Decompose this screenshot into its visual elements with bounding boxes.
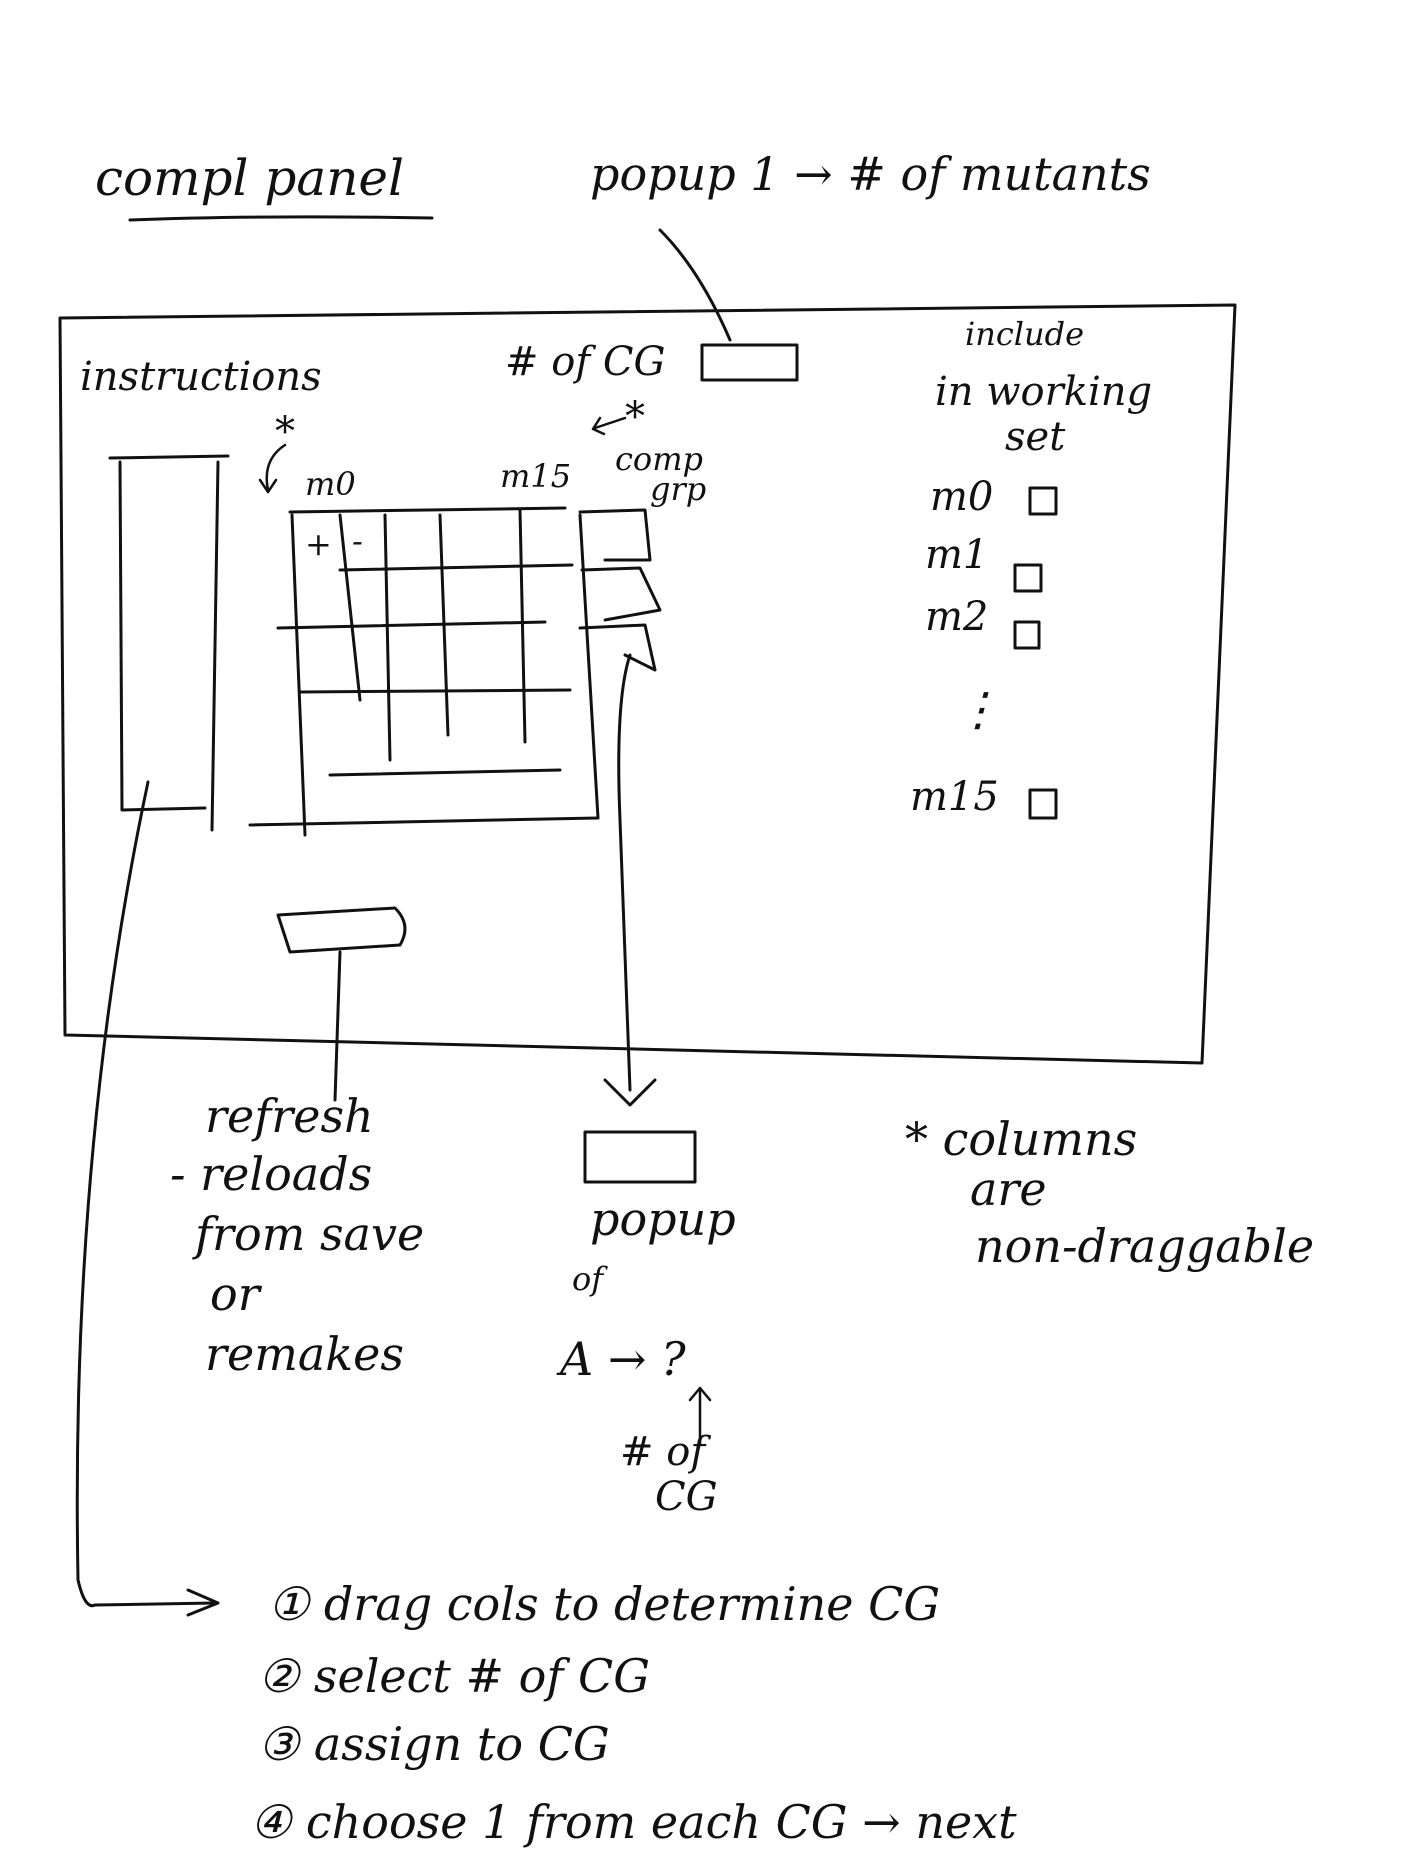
num-cg-label: # of CG	[505, 339, 665, 385]
popup-top-label: popup 1 → # of mutants	[590, 147, 1151, 201]
grid-row-line	[338, 563, 574, 572]
include-checkbox[interactable]	[1028, 486, 1058, 516]
include-ellipsis: ⋮	[955, 682, 1001, 736]
star-mark-cols: *	[275, 409, 295, 455]
refresh-button[interactable]	[276, 906, 407, 954]
grid-col-line[interactable]	[383, 513, 392, 762]
refresh-note-5: remakes	[205, 1327, 404, 1381]
include-title-3: set	[1005, 414, 1066, 460]
col-header-last: m15	[500, 457, 571, 495]
popup-bottom-up-arrow	[688, 1386, 712, 1447]
title-text: compl panel	[95, 149, 404, 207]
include-checkbox[interactable]	[1028, 788, 1058, 820]
grid-bottom-line	[248, 816, 600, 827]
star-mark-comp: *	[625, 394, 645, 440]
include-item-label: m0	[930, 474, 993, 520]
grid-row-line	[328, 768, 562, 777]
grid-col-line[interactable]	[438, 513, 450, 737]
columns-note-3: non-draggable	[975, 1219, 1314, 1273]
columns-note-1: * columns	[905, 1112, 1137, 1166]
comp-grp-label-1: comp	[615, 440, 703, 478]
include-title-1: include	[965, 315, 1084, 353]
star-arrow-comp	[591, 416, 627, 436]
grid-top-line	[288, 506, 567, 514]
comp-grp-cell[interactable]	[580, 566, 662, 622]
popup-bottom-4: # of	[620, 1429, 711, 1475]
grid-col-line[interactable]	[578, 513, 600, 820]
grid-row-line	[298, 688, 572, 694]
grid-col-line[interactable]	[290, 513, 307, 837]
star-arrow-cols	[258, 443, 287, 494]
grid-row-line	[276, 620, 547, 630]
grid-cell-plus: +	[305, 525, 332, 563]
step-item: ④ choose 1 from each CG → next	[250, 1795, 1017, 1849]
include-checkbox[interactable]	[1013, 620, 1041, 650]
refresh-leader	[333, 950, 342, 1102]
refresh-note-3: from save	[192, 1207, 424, 1261]
instructions-leader	[75, 780, 217, 1608]
grid-col-line[interactable]	[518, 508, 527, 744]
col-header-first: m0	[305, 465, 356, 503]
popup-bottom-leader	[617, 653, 632, 1092]
grid-col-line[interactable]	[338, 513, 362, 702]
include-title-2: in working	[935, 369, 1152, 415]
mutant-grid[interactable]: + -	[248, 506, 600, 837]
title-underline	[128, 215, 434, 222]
popup-bottom-3: A → ?	[556, 1332, 686, 1386]
panel-frame	[58, 303, 1237, 1065]
comp-grp-label-2: grp	[650, 470, 706, 508]
popup-top-leader	[658, 228, 732, 342]
include-checkbox[interactable]	[1013, 563, 1043, 593]
columns-note-2: are	[970, 1162, 1047, 1216]
num-cg-dropdown[interactable]	[700, 343, 799, 382]
include-item-label: m15	[910, 774, 999, 820]
popup-bottom-1: popup	[590, 1192, 736, 1246]
comp-grp-cell[interactable]	[578, 623, 657, 672]
popup-bottom-box[interactable]	[583, 1130, 697, 1184]
step-item: ① drag cols to determine CG	[268, 1577, 940, 1631]
popup-bottom-2: of	[572, 1260, 608, 1298]
grid-cell-minus: -	[352, 522, 363, 560]
instructions-box[interactable]	[108, 454, 230, 832]
instructions-arrowhead	[186, 1588, 220, 1617]
step-item: ② select # of CG	[258, 1649, 650, 1703]
instructions-label: instructions	[80, 354, 322, 400]
include-item-label: m1	[925, 532, 988, 578]
popup-bottom-5: CG	[655, 1474, 718, 1520]
popup-bottom-arrowhead	[603, 1078, 657, 1107]
refresh-note-4: or	[210, 1267, 263, 1321]
refresh-note-2: - reloads	[170, 1147, 372, 1201]
step-item: ③ assign to CG	[258, 1717, 610, 1771]
include-item-label: m2	[925, 594, 988, 640]
comp-grp-cell[interactable]	[578, 508, 652, 562]
refresh-note-1: refresh	[205, 1089, 374, 1143]
